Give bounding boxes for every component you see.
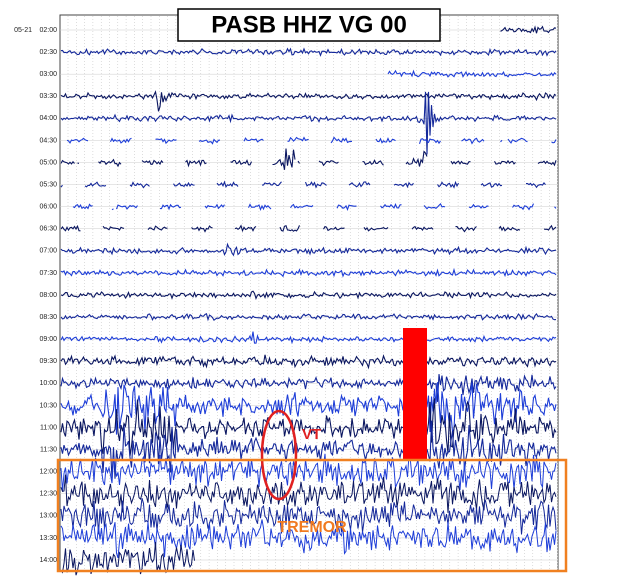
trace (60, 542, 195, 576)
time-label: 14:00 (39, 557, 57, 564)
traces (60, 25, 557, 576)
trace (60, 354, 557, 370)
trace (60, 474, 557, 513)
date-label: 05-21 (14, 27, 32, 34)
trace (60, 47, 557, 57)
time-label: 07:30 (39, 270, 57, 277)
time-label: 04:00 (39, 115, 57, 122)
title-box (177, 8, 441, 42)
trace (60, 519, 557, 559)
trace (60, 382, 557, 435)
time-label: 11:30 (40, 446, 57, 453)
time-label: 10:00 (39, 380, 57, 387)
saturated-signal (403, 328, 427, 460)
tremor-box (56, 458, 568, 573)
trace (60, 290, 557, 300)
trace (60, 148, 557, 170)
trace (60, 242, 557, 257)
vt-label: VT (302, 426, 321, 443)
trace (66, 136, 557, 145)
trace (60, 331, 557, 345)
time-label: 09:00 (39, 336, 57, 343)
trace (60, 420, 557, 479)
time-label: 13:30 (39, 535, 57, 542)
plot-frame (59, 14, 559, 572)
time-label: 06:00 (39, 204, 57, 211)
time-label: 05:30 (39, 181, 57, 188)
trace (387, 69, 557, 78)
trace (60, 224, 557, 233)
time-label: 08:00 (39, 292, 57, 299)
trace (60, 90, 557, 112)
trace (60, 267, 557, 278)
vt-marker (260, 409, 298, 501)
time-label: 04:30 (39, 137, 57, 144)
time-label: 03:00 (39, 71, 57, 78)
time-label: 03:30 (39, 93, 57, 100)
time-label: 02:30 (39, 49, 57, 56)
time-labels: 05-21 02:00 02:30 03:00 03:30 04:00 04:30 05:00… (14, 27, 57, 564)
time-label: 06:30 (39, 226, 57, 233)
time-label: 07:00 (39, 248, 57, 255)
time-label: 10:30 (39, 402, 57, 409)
trace (60, 91, 557, 155)
time-label: 13:00 (39, 513, 57, 520)
time-label: 09:30 (39, 358, 57, 365)
time-label: 05:00 (39, 159, 57, 166)
trace (60, 398, 557, 457)
trace (60, 312, 557, 322)
time-label: 11:00 (40, 424, 57, 431)
trace (500, 25, 557, 34)
trace (60, 498, 557, 535)
trace (72, 202, 557, 212)
time-label: 08:30 (39, 314, 57, 321)
trace (60, 453, 557, 491)
time-label: 12:00 (39, 469, 57, 476)
time-label: 02:00 (39, 27, 57, 34)
trace (60, 374, 557, 402)
title: PASB HHZ VG 00 (211, 11, 407, 38)
time-label: 12:30 (39, 491, 57, 498)
tremor-label: TREMOR (277, 519, 347, 536)
